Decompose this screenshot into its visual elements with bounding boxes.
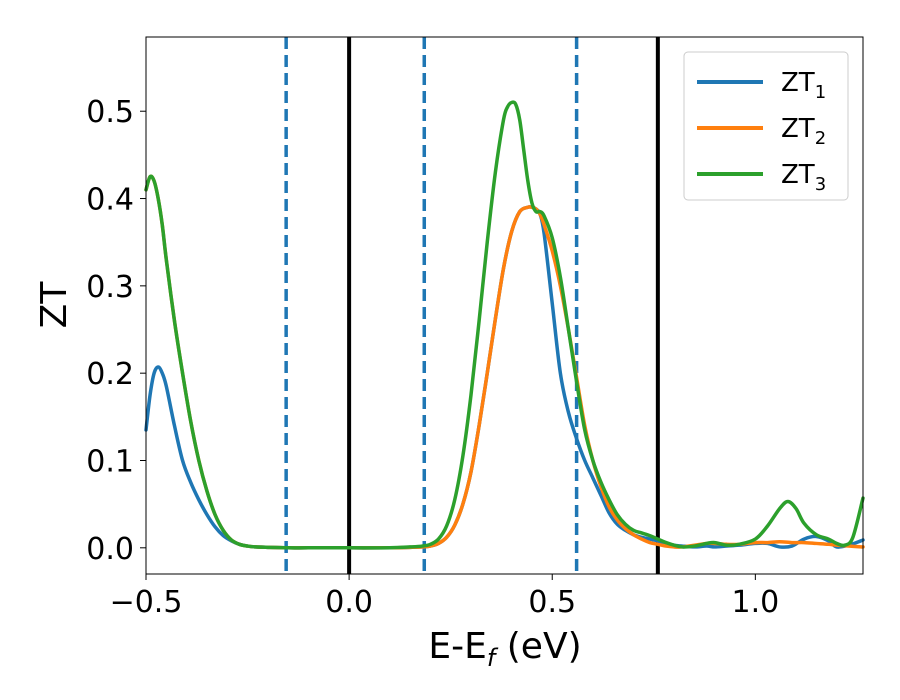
y-tick-label: 0.4 xyxy=(86,183,134,218)
plot-frame xyxy=(145,36,864,575)
axis-ticks: −0.5 0.0 0.5 1.0 0.0 0.1 0.2 0.3 0.4 0.5 xyxy=(86,95,779,620)
x-tick-label: 0.5 xyxy=(528,585,576,620)
reference-lines xyxy=(284,37,660,574)
legend: ZT1 ZT2 ZT3 xyxy=(683,51,849,201)
legend-label-zt3: ZT3 xyxy=(781,160,826,195)
series-line-zt3 xyxy=(144,100,865,550)
y-tick-label: 0.3 xyxy=(86,270,134,305)
legend-box xyxy=(683,51,849,201)
series-lines xyxy=(144,100,865,550)
y-tick-label: 0.0 xyxy=(86,532,134,567)
y-tick-label: 0.5 xyxy=(86,95,134,130)
y-tick-label: 0.2 xyxy=(86,357,134,392)
x-tick-label: 1.0 xyxy=(731,585,779,620)
x-axis-title: E-Ef (eV) xyxy=(428,626,581,672)
x-tick-label: −0.5 xyxy=(110,585,183,620)
y-tick-label: 0.1 xyxy=(86,444,134,479)
y-axis-title: ZT xyxy=(34,281,75,329)
legend-label-zt1: ZT1 xyxy=(781,68,826,103)
legend-label-zt2: ZT2 xyxy=(781,114,826,149)
series-line-zt2 xyxy=(144,174,865,550)
x-tick-label: 0.0 xyxy=(325,585,373,620)
